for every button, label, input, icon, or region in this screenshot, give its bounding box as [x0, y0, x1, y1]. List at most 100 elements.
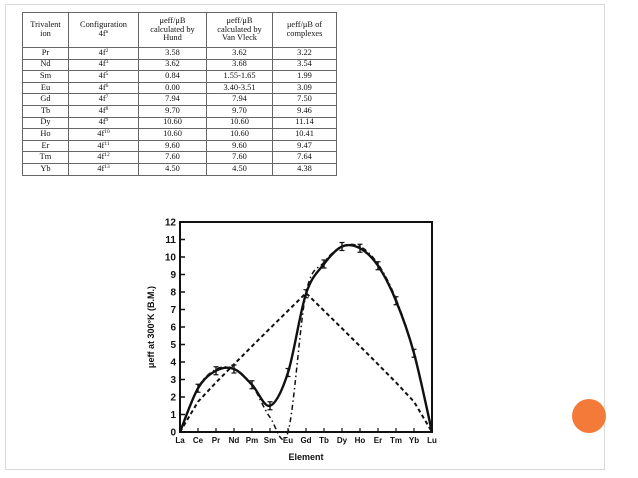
series-experimental-line: [178, 243, 434, 433]
cell-config: 4f6: [68, 81, 139, 95]
series-hund-line: [179, 243, 433, 441]
x-tick-label: Yb: [409, 436, 419, 445]
cell-ion: Nd: [22, 58, 69, 72]
cell-config: 4f3: [68, 58, 139, 72]
table-row: Eu 4f6 0.00 3.40-3.51 3.09: [22, 81, 337, 95]
x-tick-label: Ce: [193, 436, 204, 445]
cell-hund: 9.60: [138, 139, 207, 153]
header-complexes: μeff/μB of complexes: [272, 12, 337, 48]
cell-van-vleck: 10.60: [206, 116, 273, 130]
x-tick-label: Eu: [283, 436, 293, 445]
x-tick-label: Pm: [246, 436, 258, 445]
cell-hund: 7.94: [138, 93, 207, 106]
y-tick-label: 5: [170, 340, 176, 351]
cell-complexes: 7.64: [272, 151, 337, 164]
cell-van-vleck: 7.94: [206, 93, 273, 106]
cell-van-vleck: 10.60: [206, 128, 273, 141]
cell-complexes: 9.47: [272, 139, 337, 153]
x-tick-label: Lu: [427, 436, 437, 445]
cell-ion: Dy: [22, 116, 69, 130]
cell-ion: Ho: [22, 128, 69, 141]
cell-van-vleck: 4.50: [206, 162, 273, 176]
series-s-only-line: [179, 291, 433, 433]
table-row: Er 4f11 9.60 9.60 9.47: [22, 139, 337, 153]
cell-hund: 3.58: [138, 47, 207, 60]
cell-complexes: 4.38: [272, 162, 337, 176]
cell-complexes: 1.99: [272, 70, 337, 83]
table-row: Pr 4f2 3.58 3.62 3.22: [22, 47, 337, 60]
magnetic-moment-table: Trivalent ion Configuration 4fn μeff/μB …: [22, 12, 337, 176]
header-ion: Trivalent ion: [22, 12, 69, 48]
y-tick-label: 1: [170, 410, 176, 421]
y-tick-label: 3: [170, 375, 176, 386]
header-hund: μeff/μB calculated by Hund: [138, 12, 207, 48]
cell-ion: Yb: [22, 162, 69, 176]
table-row: Dy 4f9 10.60 10.60 11.14: [22, 116, 337, 130]
x-tick-label: Ho: [355, 436, 366, 445]
cell-config: 4f13: [68, 162, 139, 176]
cell-van-vleck: 3.40-3.51: [206, 81, 273, 95]
y-tick-label: 4: [170, 358, 176, 369]
y-tick-label: 7: [170, 305, 176, 316]
cell-config: 4f8: [68, 104, 139, 118]
cell-config: 4f10: [68, 128, 139, 141]
decorative-orange-circle: [572, 399, 606, 433]
x-tick-label: La: [175, 436, 185, 445]
cell-van-vleck: 7.60: [206, 151, 273, 164]
cell-ion: Eu: [22, 81, 69, 95]
cell-config: 4f5: [68, 70, 139, 83]
table-row: Nd 4f3 3.62 3.68 3.54: [22, 58, 337, 72]
cell-hund: 7.60: [138, 151, 207, 164]
x-tick-label: Gd: [300, 436, 311, 445]
cell-complexes: 3.54: [272, 58, 337, 72]
x-tick-label: Sm: [264, 436, 276, 445]
table-row: Ho 4f10 10.60 10.60 10.41: [22, 128, 337, 141]
cell-config: 4f2: [68, 47, 139, 60]
cell-hund: 0.00: [138, 81, 207, 95]
x-tick-label: Tb: [319, 436, 329, 445]
y-tick-label: 0: [170, 428, 176, 439]
cell-config: 4f9: [68, 116, 139, 130]
cell-complexes: 3.09: [272, 81, 337, 95]
cell-config: 4f7: [68, 93, 139, 106]
x-tick-label: Tm: [390, 436, 402, 445]
cell-complexes: 11.14: [272, 116, 337, 130]
y-tick-label: 6: [170, 323, 176, 334]
table-row: Gd 4f7 7.94 7.94 7.50: [22, 93, 337, 106]
table-row: Tb 4f8 9.70 9.70 9.46: [22, 104, 337, 118]
cell-complexes: 10.41: [272, 128, 337, 141]
table-header-row: Trivalent ion Configuration 4fn μeff/μB …: [22, 12, 337, 48]
cell-hund: 10.60: [138, 128, 207, 141]
x-tick-label: Er: [374, 436, 382, 445]
cell-config: 4f11: [68, 139, 139, 153]
header-configuration: Configuration 4fn: [68, 12, 139, 48]
cell-ion: Gd: [22, 93, 69, 106]
cell-van-vleck: 9.60: [206, 139, 273, 153]
cell-complexes: 9.46: [272, 104, 337, 118]
cell-hund: 0.84: [138, 70, 207, 83]
y-tick-label: 11: [165, 235, 176, 246]
y-tick-label: 2: [170, 393, 176, 404]
cell-hund: 10.60: [138, 116, 207, 130]
cell-van-vleck: 1.55-1.65: [206, 70, 273, 83]
cell-ion: Tb: [22, 104, 69, 118]
cell-complexes: 7.50: [272, 93, 337, 106]
x-axis-title: Element: [288, 452, 323, 462]
cell-van-vleck: 3.68: [206, 58, 273, 72]
table-row: Tm 4f12 7.60 7.60 7.64: [22, 151, 337, 164]
x-tick-label: Dy: [337, 436, 348, 445]
table-row: Sm 4f5 0.84 1.55-1.65 1.99: [22, 70, 337, 83]
cell-van-vleck: 3.62: [206, 47, 273, 60]
y-tick-label: 8: [170, 288, 176, 299]
cell-van-vleck: 9.70: [206, 104, 273, 118]
x-tick-label: Nd: [229, 436, 240, 445]
y-tick-label: 10: [165, 253, 177, 264]
cell-complexes: 3.22: [272, 47, 337, 60]
cell-hund: 9.70: [138, 104, 207, 118]
y-axis-title: μeff at 300°K (B.M.): [146, 286, 156, 368]
cell-ion: Tm: [22, 151, 69, 164]
x-tick-label: Pr: [212, 436, 220, 445]
y-tick-label: 12: [165, 218, 177, 229]
y-tick-label: 9: [170, 270, 176, 281]
